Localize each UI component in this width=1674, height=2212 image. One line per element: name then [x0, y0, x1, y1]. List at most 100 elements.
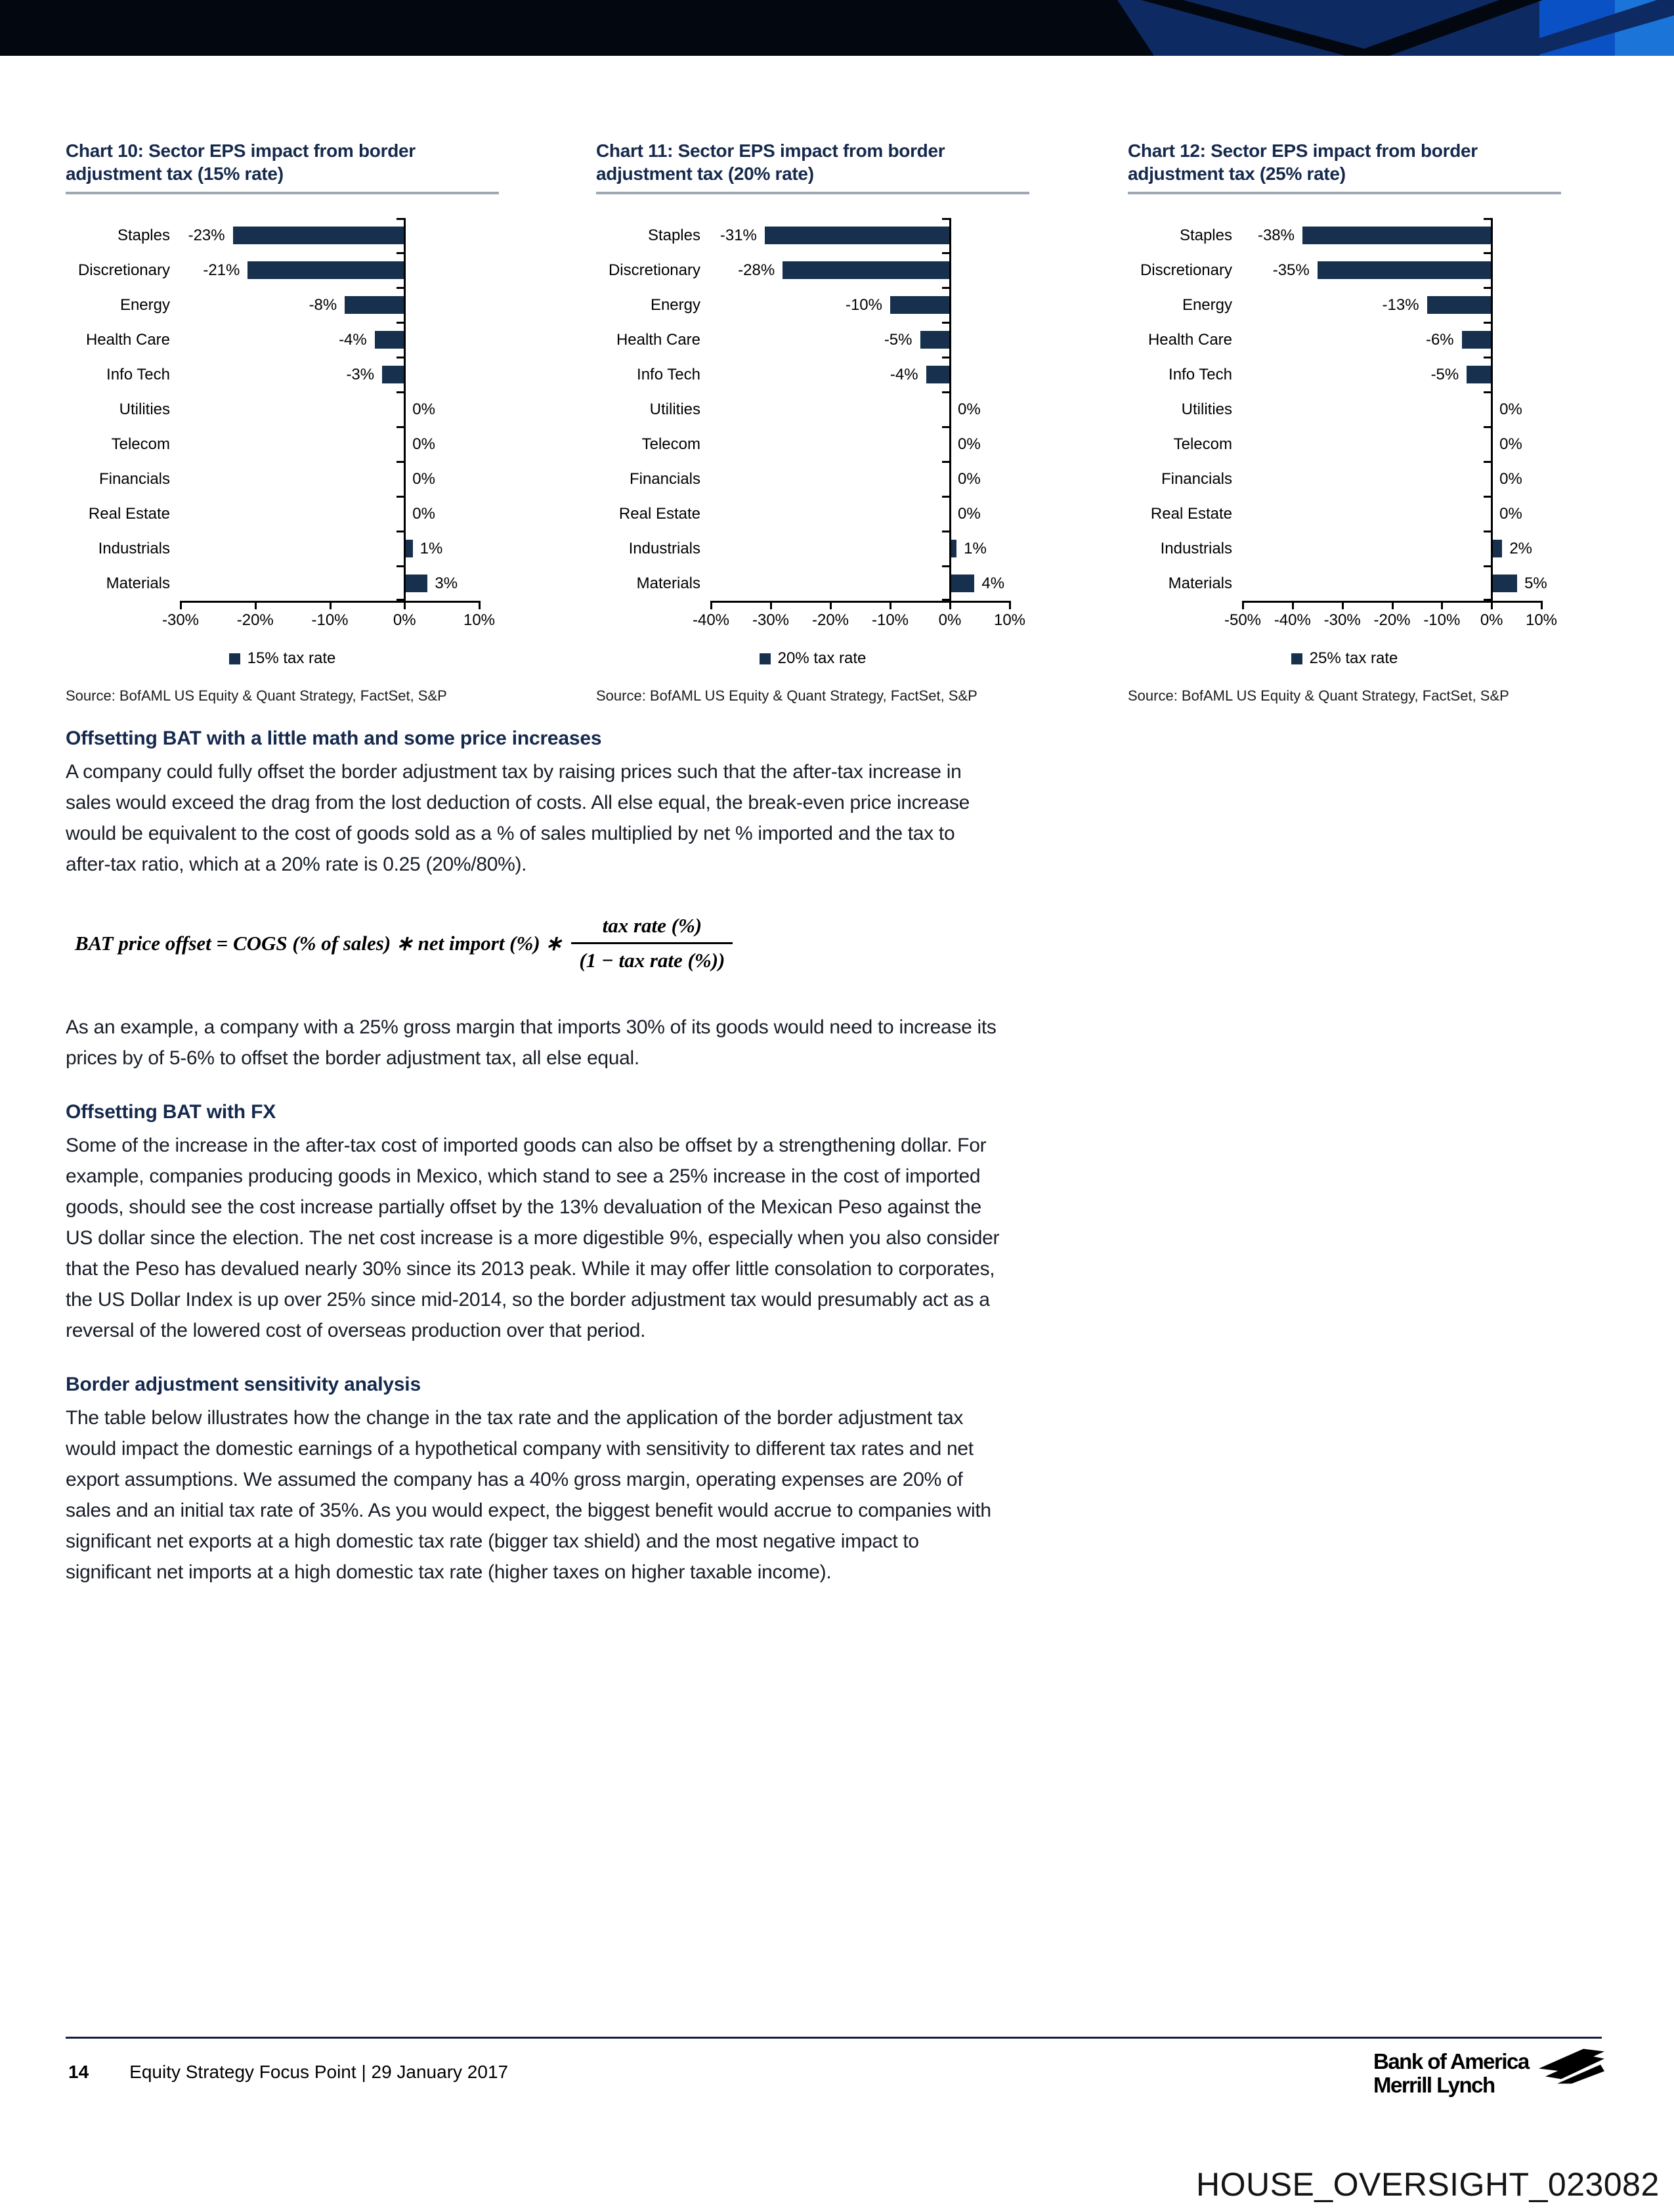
- x-axis-label: 10%: [1525, 611, 1558, 629]
- category-label: Real Estate: [618, 505, 700, 523]
- x-axis-tick: [770, 601, 772, 609]
- x-axis-tick: [254, 601, 257, 609]
- bofaml-logo: Bank of America Merrill Lynch: [1373, 2049, 1604, 2097]
- chart-title: Chart 10: Sector EPS impact from border …: [66, 139, 499, 185]
- zero-axis-tick: [942, 426, 949, 428]
- x-axis-tick: [1242, 601, 1244, 609]
- zero-axis-tick: [397, 461, 404, 463]
- chart-source: Source: BofAML US Equity & Quant Strateg…: [596, 687, 977, 704]
- zero-axis-tick: [1484, 322, 1492, 324]
- category-label: Financials: [1161, 470, 1232, 488]
- value-label: 1%: [419, 540, 443, 557]
- value-label: -21%: [203, 261, 240, 279]
- banner-geometric-pattern: [1117, 0, 1674, 56]
- category-label: Staples: [1179, 227, 1232, 244]
- section-heading-offsetting-bat-fx: Offsetting BAT with FX: [66, 1101, 276, 1123]
- zero-axis-tick: [1484, 599, 1492, 601]
- value-label: 0%: [958, 505, 981, 523]
- value-label: -6%: [1425, 331, 1454, 349]
- value-label: 0%: [412, 470, 435, 488]
- formula-lhs: BAT price offset = COGS (% of sales) ∗ n…: [75, 931, 563, 955]
- category-label: Utilities: [649, 401, 700, 418]
- value-label: 3%: [435, 575, 458, 592]
- bar: [1317, 261, 1492, 279]
- bar: [1427, 296, 1492, 314]
- zero-axis-line: [404, 218, 406, 609]
- bar: [1492, 575, 1518, 592]
- x-axis-label: -20%: [1373, 611, 1411, 629]
- bar: [783, 261, 950, 279]
- bar: [374, 331, 405, 349]
- value-label: -8%: [309, 296, 337, 314]
- legend-label: 20% tax rate: [777, 649, 867, 667]
- value-label: -4%: [339, 331, 367, 349]
- zero-axis-tick: [397, 426, 404, 428]
- x-axis-tick: [1291, 601, 1294, 609]
- paragraph-sensitivity-analysis: The table below illustrates how the chan…: [66, 1407, 991, 1583]
- zero-axis-tick: [1484, 218, 1492, 220]
- bar: [232, 227, 405, 244]
- chart-10-block: Chart 10: Sector EPS impact from border …: [66, 139, 499, 705]
- bates-stamp: HOUSE_OVERSIGHT_023082: [1196, 2166, 1660, 2203]
- chart-title-line2: adjustment tax (25% rate): [1128, 163, 1346, 184]
- chart-source: Source: BofAML US Equity & Quant Strateg…: [1128, 687, 1509, 704]
- x-axis-label: -20%: [236, 611, 274, 629]
- zero-axis-tick: [1484, 252, 1492, 254]
- category-label: Telecom: [111, 435, 170, 453]
- x-axis-label: -20%: [811, 611, 849, 629]
- category-label: Industrials: [1160, 540, 1232, 557]
- chart-title: Chart 11: Sector EPS impact from border …: [596, 139, 1029, 185]
- x-axis-tick: [890, 601, 891, 609]
- zero-axis-tick: [397, 287, 404, 289]
- x-axis-label: -30%: [1323, 611, 1361, 629]
- category-label: Telecom: [641, 435, 700, 453]
- category-label: Info Tech: [1169, 366, 1232, 383]
- title-rule: [596, 192, 1029, 194]
- zero-axis-tick: [1484, 287, 1492, 289]
- x-axis-tick: [1009, 601, 1011, 609]
- zero-axis-tick: [1484, 426, 1492, 428]
- category-label: Health Care: [85, 331, 170, 349]
- value-label: 0%: [412, 401, 435, 418]
- value-label: 0%: [412, 505, 435, 523]
- zero-axis-tick: [942, 496, 949, 498]
- value-label: -10%: [845, 296, 882, 314]
- x-axis-tick: [1341, 601, 1344, 609]
- chart-title-line1: Chart 10: Sector EPS impact from border: [66, 141, 416, 161]
- category-label: Info Tech: [637, 366, 700, 383]
- value-label: -13%: [1382, 296, 1419, 314]
- bar: [1467, 366, 1492, 383]
- bat-price-offset-formula: BAT price offset = COGS (% of sales) ∗ n…: [75, 914, 1004, 972]
- x-axis-label: 0%: [393, 611, 416, 629]
- zero-axis-tick: [397, 496, 404, 498]
- chart-12-block: Chart 12: Sector EPS impact from border …: [1128, 139, 1561, 705]
- value-label: -3%: [346, 366, 375, 383]
- x-axis-label: -10%: [871, 611, 909, 629]
- chart-legend: 15% tax rate: [66, 649, 499, 668]
- zero-axis-tick: [397, 357, 404, 358]
- category-label: Materials: [106, 575, 170, 592]
- chart-title-line2: adjustment tax (20% rate): [596, 163, 814, 184]
- chart-title: Chart 12: Sector EPS impact from border …: [1128, 139, 1561, 185]
- x-axis-tick: [479, 601, 481, 609]
- logo-line2: Merrill Lynch: [1373, 2073, 1495, 2097]
- category-label: Materials: [1168, 575, 1232, 592]
- x-axis-label: -40%: [1274, 611, 1311, 629]
- bar: [345, 296, 405, 314]
- zero-axis-tick: [942, 599, 949, 601]
- zero-axis-line: [949, 218, 951, 609]
- legend-label: 15% tax rate: [247, 649, 336, 667]
- category-label: Telecom: [1173, 435, 1232, 453]
- footer-title: Equity Strategy Focus Point | 29 January…: [129, 2062, 509, 2082]
- bofa-flag-icon: [1539, 2049, 1604, 2084]
- zero-axis-tick: [942, 218, 949, 220]
- value-label: 0%: [958, 470, 981, 488]
- value-label: -31%: [719, 227, 757, 244]
- x-axis-label: -50%: [1224, 611, 1262, 629]
- x-axis-tick: [180, 601, 182, 609]
- section-heading-sensitivity-analysis: Border adjustment sensitivity analysis: [66, 1374, 421, 1395]
- value-label: 0%: [1499, 435, 1522, 453]
- legend-label: 25% tax rate: [1309, 649, 1398, 667]
- x-axis-tick: [1491, 601, 1493, 609]
- value-label: -4%: [890, 366, 918, 383]
